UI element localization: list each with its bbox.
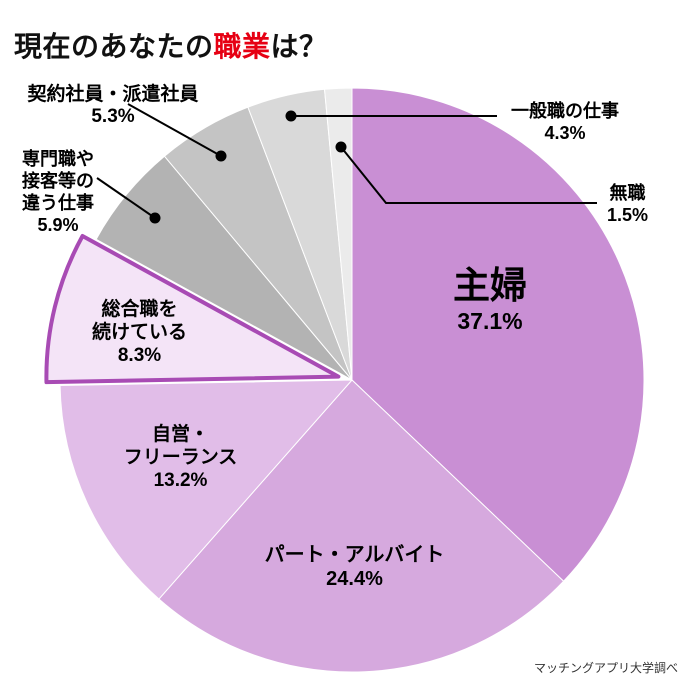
leader-dot-senmon	[149, 212, 161, 224]
leader-line-senmon	[96, 177, 156, 219]
leader-lines	[96, 103, 597, 224]
slice-label-jiei-line2: フリーランス	[123, 447, 238, 468]
pie-slice-7	[324, 87, 353, 381]
slice-label-jiei-pct: 13.2%	[153, 470, 208, 491]
leader-dot-mushoku	[335, 141, 347, 153]
slice-label-ippan: 一般職の仕事 4.3%	[495, 100, 635, 144]
leader-line-mushoku	[340, 146, 597, 204]
title-pre: 現在のあなたの	[14, 30, 214, 62]
slice-label-shufu: 主婦 37.1%	[405, 266, 575, 336]
slice-label-sogo-line1: 総合職を	[101, 299, 178, 320]
slice-label-keiyaku-pct: 5.3%	[91, 106, 135, 127]
pie-slice-1	[158, 379, 565, 673]
slice-label-senmon-line2: 接客等の	[22, 171, 94, 191]
slice-label-senmon-line1: 専門職や	[22, 149, 94, 169]
slice-label-sogo-pct: 8.3%	[117, 345, 162, 366]
page-title: 現在のあなたの職業は？	[14, 25, 328, 65]
leader-line-keiyaku	[127, 103, 222, 157]
slice-label-senmon-pct: 5.9%	[37, 215, 79, 235]
title-post: は？	[270, 30, 328, 62]
slice-label-mushoku-pct: 1.5%	[606, 205, 649, 225]
pie-slice-0	[351, 87, 645, 582]
slice-label-shufu-name: 主婦	[453, 265, 527, 306]
slice-label-part: パート・アルバイト 24.4%	[262, 543, 447, 591]
slice-label-sogo: 総合職を 続けている 8.3%	[72, 298, 207, 367]
slice-label-jiei-line1: 自営・	[151, 424, 209, 445]
title-highlight: 職業	[213, 30, 271, 62]
slice-label-mushoku-name: 無職	[609, 183, 646, 203]
pie-slice-2	[59, 379, 353, 600]
slice-label-jiei: 自営・ フリーランス 13.2%	[108, 423, 253, 492]
slice-label-part-pct: 24.4%	[326, 568, 383, 590]
slice-label-shufu-pct: 37.1%	[457, 308, 523, 334]
slice-label-senmon-line3: 違う仕事	[22, 193, 94, 213]
leader-dot-keiyaku	[215, 150, 227, 162]
slice-label-sogo-line2: 続けている	[91, 322, 187, 343]
pie-slice-3	[44, 233, 341, 385]
leader-dot-ippan	[285, 110, 297, 122]
slice-label-keiyaku-name: 契約社員・派遣社員	[27, 84, 199, 105]
slice-label-ippan-pct: 4.3%	[544, 123, 586, 143]
slice-label-ippan-name: 一般職の仕事	[511, 101, 619, 121]
source-credit: マッチングアプリ大学調べ	[533, 661, 678, 675]
slice-label-keiyaku: 契約社員・派遣社員 5.3%	[8, 84, 218, 128]
slice-label-part-name: パート・アルバイト	[264, 544, 445, 566]
slice-label-mushoku: 無職 1.5%	[590, 182, 665, 226]
slice-label-senmon: 専門職や 接客等の 違う仕事 5.9%	[8, 148, 108, 236]
pie-slices	[44, 87, 645, 673]
